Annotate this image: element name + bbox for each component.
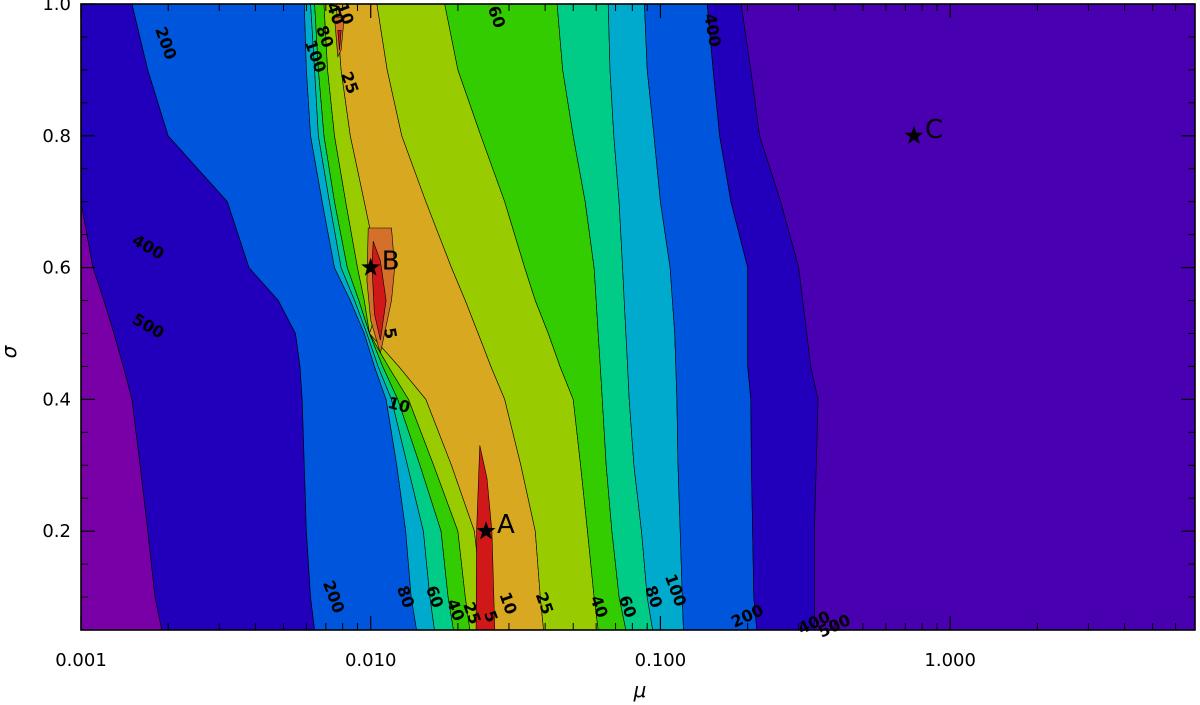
contour-island — [337, 30, 342, 51]
axes-frame — [80, 3, 1196, 631]
star-marker — [904, 125, 924, 144]
y-tick-label: 0.8 — [42, 126, 71, 147]
x-tick-label: 0.010 — [345, 650, 397, 671]
y-tick-label: 0.4 — [42, 389, 71, 410]
x-tick-label: 0.100 — [635, 650, 687, 671]
marker-label: A — [497, 510, 515, 540]
axis-ticks: 0.001 0.010 0.100 1.000 0.2 0.4 0.6 0.8 1.0 — [42, 0, 1196, 671]
x-tick-label: 1.000 — [924, 650, 976, 671]
y-axis-label: σ — [0, 344, 21, 358]
y-tick-label: 0.2 — [42, 521, 71, 542]
star-marker — [476, 521, 496, 540]
y-tick-label: 1.0 — [42, 0, 71, 15]
marker-label: C — [925, 115, 943, 145]
star-marker — [361, 257, 381, 276]
x-axis-label: μ — [633, 678, 647, 702]
y-tick-label: 0.6 — [42, 258, 71, 279]
contour-bands — [80, 3, 1196, 631]
contour-label: 5 — [380, 326, 401, 340]
point-markers: A B C — [361, 115, 943, 540]
x-tick-label: 0.001 — [55, 650, 107, 671]
plot-frame — [80, 3, 1196, 631]
marker-label: B — [382, 247, 400, 277]
